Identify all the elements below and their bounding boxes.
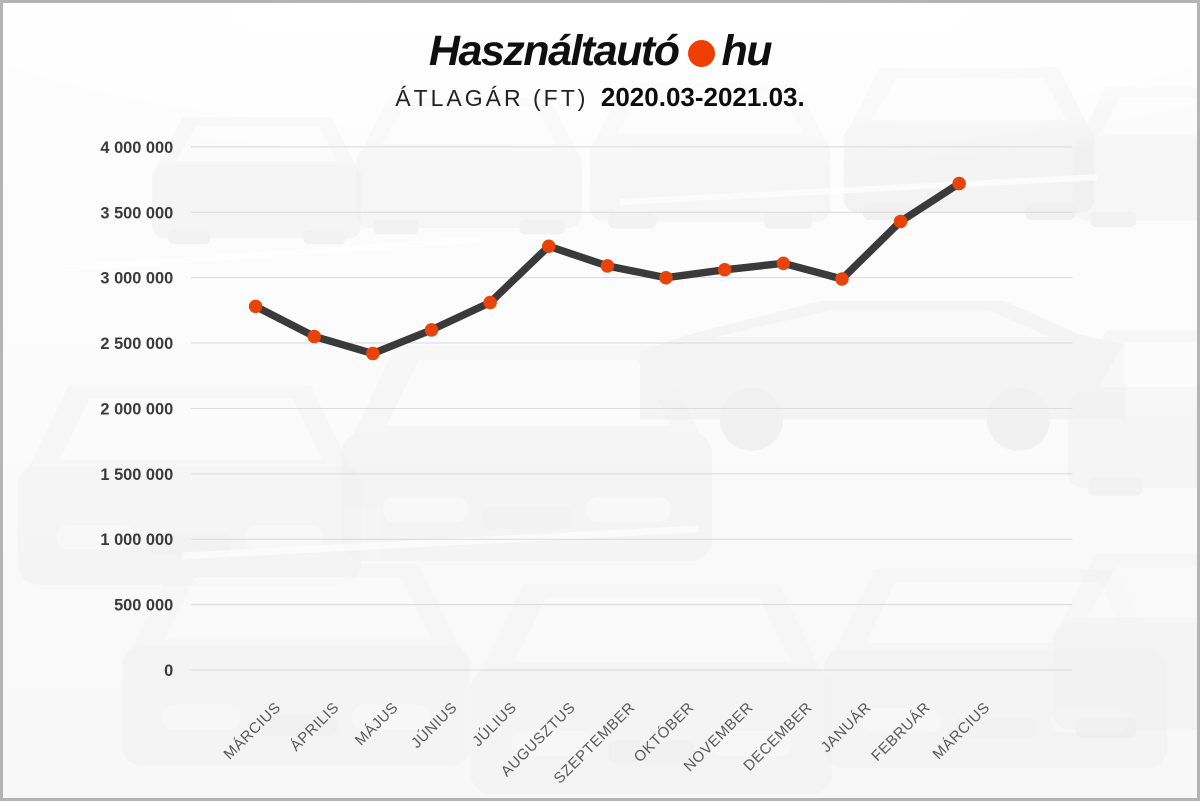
x-axis-label: JÚLIUS	[469, 699, 521, 751]
x-axis-label: MÁRCIUS	[220, 699, 285, 763]
x-axis-label: ÁPRILIS	[287, 699, 344, 755]
y-axis-tick-labels: 0 500 000 1 000 000 1 500 000 2 000 000 2 500…	[100, 139, 173, 680]
x-axis-label: FEBRUÁR	[868, 699, 934, 765]
data-point-marker	[835, 272, 849, 286]
gridlines	[191, 146, 1073, 671]
y-axis-tick-label: 2 000 000	[100, 400, 173, 418]
data-point-marker	[952, 176, 966, 191]
y-axis-tick-label: 4 000 000	[100, 139, 173, 157]
price-trend-chart: 0 500 000 1 000 000 1 500 000 2 000 000 2 500…	[100, 139, 1073, 680]
x-axis-label: MÁJUS	[352, 699, 403, 750]
data-point-marker	[307, 329, 322, 344]
data-point-marker	[248, 299, 263, 314]
data-point-marker	[366, 346, 380, 361]
data-point-marker	[776, 256, 791, 271]
x-axis-label: JANUÁR	[817, 699, 875, 756]
chart-title: ÁTLAGÁR (FT) 2020.03-2021.03.	[3, 82, 1197, 113]
x-axis-label: MÁRCIUS	[929, 699, 993, 763]
x-axis-labels: MÁRCIUS ÁPRILIS MÁJUS JÚNIUS JÚLIUS AUGUSZTUS…	[3, 3, 1197, 798]
y-axis-tick-label: 500 000	[114, 597, 173, 615]
background-photo-parked-cars	[3, 3, 1197, 798]
data-point-marker	[893, 214, 908, 229]
y-axis-tick-label: 3 500 000	[100, 204, 173, 222]
chart-title-period: 2020.03-2021.03.	[600, 82, 805, 113]
brand-dot-icon	[687, 40, 715, 67]
header: Használtautó hu ÁTLAGÁR (FT) 2020.03-2021…	[3, 27, 1197, 113]
data-point-markers	[248, 176, 966, 361]
brand-name: Használtautó	[428, 27, 680, 75]
data-point-marker	[600, 259, 615, 273]
y-axis-tick-label: 1 000 000	[100, 531, 173, 549]
y-axis-tick-label: 2 500 000	[100, 335, 173, 353]
data-point-marker	[424, 323, 439, 337]
chart-title-label: ÁTLAGÁR (FT)	[395, 85, 589, 112]
y-axis-tick-label: 0	[164, 662, 173, 680]
x-axis-label: JÚNIUS	[408, 699, 462, 752]
data-point-marker	[659, 270, 673, 285]
data-point-marker	[483, 295, 497, 310]
data-point-marker	[542, 239, 556, 254]
data-point-marker	[717, 263, 732, 277]
y-axis-tick-label: 3 000 000	[100, 270, 173, 288]
y-axis-tick-label: 1 500 000	[100, 466, 173, 484]
brand-tld: hu	[721, 27, 773, 75]
brand-logo: Használtautó hu	[3, 27, 1197, 75]
